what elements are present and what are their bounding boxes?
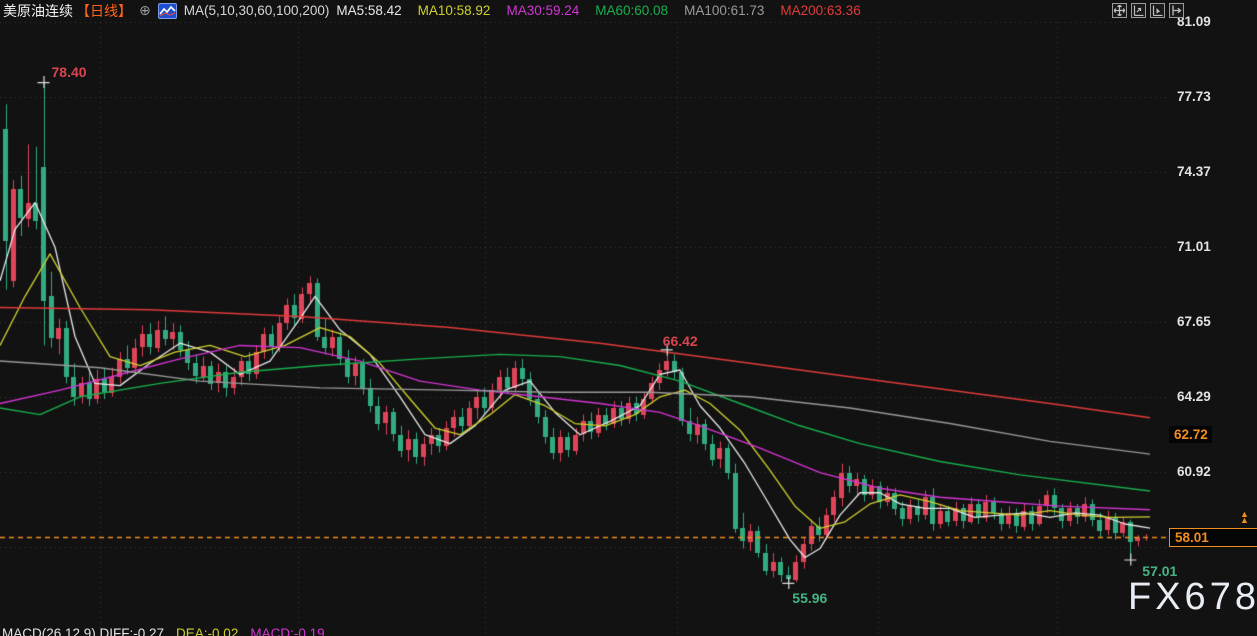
price-annotation-78.40: 78.40 xyxy=(51,64,87,81)
price-annotation-66.42: 66.42 xyxy=(662,333,698,350)
macd-dea-label: DEA:-0.02 xyxy=(176,626,239,636)
period-tag[interactable]: 【日线】 xyxy=(76,2,132,19)
fx678-watermark: FX678 xyxy=(1128,576,1257,618)
price-flag-58.01: 58.01 xyxy=(1169,528,1257,548)
price-flag-62.72: 62.72 xyxy=(1169,425,1212,443)
axis-tick-81.09: 81.09 xyxy=(1177,14,1211,29)
ma-settings-label[interactable]: MA(5,10,30,60,100,200) xyxy=(183,3,330,18)
axis-scale-left-icon[interactable] xyxy=(1131,3,1146,18)
axis-tick-64.29: 64.29 xyxy=(1177,388,1211,404)
price-annotation-57.01: 57.01 xyxy=(1142,563,1178,580)
indicator-chart-icon[interactable] xyxy=(157,2,177,19)
macd-diff-label: MACD(26,12,9) DIFF:-0.27 xyxy=(2,626,165,636)
price-annotation-55.96: 55.96 xyxy=(792,589,828,606)
exit-right-icon[interactable] xyxy=(1169,3,1184,18)
axis-tick-60.92: 60.92 xyxy=(1177,464,1211,480)
ma-value-3: MA60:60.08 xyxy=(595,3,669,18)
symbol-title[interactable]: 美原油连续 xyxy=(3,2,73,19)
chart-toolbar xyxy=(1112,3,1184,18)
ma-value-2: MA30:59.24 xyxy=(506,3,580,18)
axis-tick-71.01: 71.01 xyxy=(1177,238,1211,254)
chart-header: 美原油连续 【日线】 ⊕ MA(5,10,30,60,100,200) MA5:5… xyxy=(3,1,861,20)
pan-tool-icon[interactable] xyxy=(1112,3,1127,18)
ma-value-0: MA5:58.42 xyxy=(336,3,402,18)
ma-values-row: MA5:58.42 MA10:58.92 MA30:59.24 MA60:60.08 M… xyxy=(336,3,860,18)
axis-tick-67.65: 67.65 xyxy=(1177,313,1211,329)
axis-tick-77.73: 77.73 xyxy=(1177,88,1211,104)
add-compare-icon[interactable]: ⊕ xyxy=(139,2,151,18)
macd-macd-label: MACD:-0.19 xyxy=(250,626,325,636)
jump-to-latest-icon[interactable]: ▲ ▲ xyxy=(1240,509,1249,526)
ma-value-1: MA10:58.92 xyxy=(417,3,491,18)
ma-value-5: MA200:63.36 xyxy=(780,3,861,18)
ma-value-4: MA100:61.73 xyxy=(684,3,765,18)
axis-scale-right-icon[interactable] xyxy=(1150,3,1165,18)
macd-indicator-row: MACD(26,12,9) DIFF:-0.27 DEA:-0.02 MACD:… xyxy=(2,626,325,636)
axis-tick-74.37: 74.37 xyxy=(1177,163,1211,179)
